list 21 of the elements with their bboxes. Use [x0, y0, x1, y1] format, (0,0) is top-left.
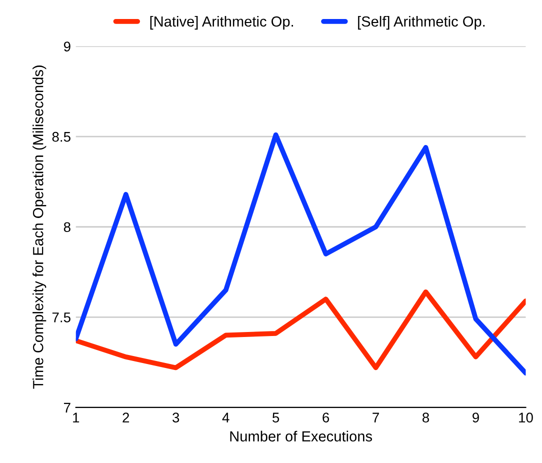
- y-tick-label: 9: [64, 42, 70, 52]
- x-axis-title: Number of Executions: [230, 430, 372, 442]
- y-axis-title: Time Complexity for Each Operation (Miliseconds): [32, 66, 46, 389]
- x-tick-label: 1: [73, 412, 80, 422]
- x-tick-label: 4: [222, 412, 230, 422]
- y-tick-label: 8.5: [52, 132, 70, 142]
- legend-label: [Native] Arithmetic Op.: [150, 16, 294, 30]
- x-tick-label: 7: [372, 412, 379, 422]
- x-tick-label: 6: [322, 412, 330, 423]
- x-tick-label: 2: [122, 412, 130, 422]
- y-tick-label: 8: [64, 222, 70, 232]
- legend-label: [Self] Arithmetic Op.: [358, 16, 485, 30]
- x-tick-label: 8: [422, 412, 430, 423]
- x-tick-label: 10: [519, 412, 533, 423]
- line-series: [76, 289, 526, 370]
- y-tick-label: 7: [64, 402, 70, 412]
- line-series: [76, 132, 526, 376]
- y-tick-label: 7.5: [52, 312, 70, 322]
- x-tick-label: 5: [272, 412, 280, 423]
- x-tick-label: 9: [472, 412, 479, 423]
- x-tick-label: 3: [172, 412, 180, 423]
